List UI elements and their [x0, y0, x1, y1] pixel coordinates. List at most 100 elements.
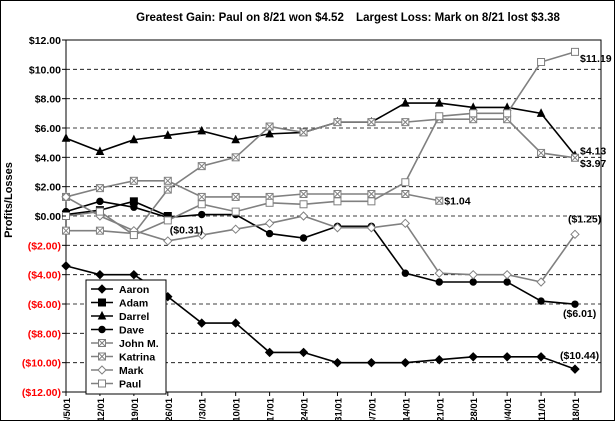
marker-shape [468, 352, 478, 362]
marker-shape [537, 58, 546, 66]
point-aaron [468, 352, 478, 362]
x-tick-label: 8/28/01 [469, 397, 480, 421]
marker-shape [61, 261, 71, 271]
point-dave [198, 210, 206, 219]
legend-item-dave: Dave [91, 325, 144, 337]
point-john-m [367, 190, 376, 198]
point-katrina [197, 162, 206, 171]
axis-layer: $12.00 $10.00 $8.00 $6.00 $4.00 $2.00 $0.00 ($2… [22, 35, 582, 421]
marker-shape [96, 184, 104, 192]
x-tick-label: 9/18/01 [571, 397, 582, 421]
point-darrel [265, 128, 274, 138]
marker-shape [197, 318, 207, 328]
legend-item-paul: Paul [91, 379, 141, 391]
point-katrina [367, 118, 376, 127]
point-paul [367, 197, 376, 206]
marker-shape [130, 203, 138, 211]
marker-shape [299, 128, 308, 137]
x-tick-label: 7/24/01 [300, 397, 311, 421]
marker-shape [129, 269, 139, 280]
x-tick-label: 7/17/01 [266, 397, 277, 421]
marker-shape [97, 310, 107, 320]
marker-shape [503, 278, 511, 286]
y-tick-label: $6.00 [35, 123, 61, 135]
marker-shape [264, 347, 275, 358]
marker-shape [367, 118, 376, 126]
largest-loss-text: Largest Loss: Mark on 8/21 lost $3.38 [356, 12, 560, 24]
marker-shape [96, 197, 104, 206]
marker-shape [537, 149, 545, 157]
series-line-katrina [66, 118, 576, 235]
marker-shape [163, 176, 172, 185]
point-mark [332, 223, 343, 233]
marker-shape [197, 200, 206, 209]
marker-shape [129, 231, 138, 240]
marker-shape [401, 190, 410, 198]
point-katrina [333, 118, 342, 127]
point-katrina [299, 128, 308, 137]
point-paul [197, 200, 206, 209]
point-paul [265, 198, 274, 207]
point-darrel [95, 146, 105, 155]
point-mark [230, 224, 241, 234]
legend-label: Katrina [119, 352, 155, 364]
marker-shape [333, 118, 342, 126]
x-tick-label: 8/7/01 [367, 397, 378, 421]
y-tick-label: $2.00 [35, 182, 61, 194]
marker-shape [264, 218, 275, 229]
point-darrel [434, 97, 444, 107]
point-dave [299, 234, 308, 242]
marker-shape [197, 125, 207, 135]
marker-shape [265, 198, 274, 207]
marker-shape [435, 278, 443, 286]
data-label: ($10.44) [560, 350, 599, 362]
data-label: $3.97 [580, 158, 606, 170]
marker-shape [98, 379, 106, 388]
marker-shape [231, 134, 240, 144]
legend-marker [97, 284, 107, 294]
legend-item-darrel: Darrel [91, 310, 149, 323]
marker-shape [96, 226, 104, 235]
point-dave [469, 278, 477, 286]
point-dave [435, 278, 443, 286]
x-tick-label: 7/31/01 [333, 397, 344, 421]
marker-shape [299, 200, 308, 209]
marker-shape [570, 364, 580, 374]
legend-label: Aaron [119, 284, 149, 296]
point-aaron [434, 355, 444, 365]
marker-shape [62, 226, 70, 235]
point-katrina [95, 226, 104, 235]
point-katrina [265, 122, 274, 131]
marker-shape [197, 230, 207, 240]
point-dave [571, 300, 579, 308]
marker-shape [502, 352, 512, 362]
marker-shape [231, 153, 240, 162]
marker-shape [366, 357, 377, 368]
x-tick-label: 8/14/01 [401, 397, 412, 421]
point-paul [401, 178, 410, 187]
point-paul [571, 47, 579, 56]
marker-shape [469, 109, 478, 118]
marker-shape [401, 269, 410, 277]
y-tick-label: $12.00 [29, 35, 61, 47]
greatest-gain-text: Greatest Gain: Paul on 8/21 won $4.52 [136, 12, 344, 24]
marker-shape [536, 352, 546, 362]
marker-shape [400, 357, 411, 368]
point-aaron [570, 364, 580, 374]
marker-shape [97, 365, 107, 375]
marker-shape [434, 268, 444, 278]
marker-shape [299, 190, 308, 198]
point-darrel [163, 130, 173, 139]
marker-shape [435, 196, 444, 205]
point-aaron [197, 318, 207, 328]
data-label: $1.04 [444, 196, 470, 208]
point-aaron [129, 269, 139, 280]
point-dave [503, 278, 511, 286]
series-line-mark [65, 196, 576, 283]
point-katrina [62, 226, 70, 235]
y-tick-label: $4.00 [35, 152, 61, 164]
marker-shape [98, 298, 106, 307]
legend-marker [97, 365, 107, 375]
